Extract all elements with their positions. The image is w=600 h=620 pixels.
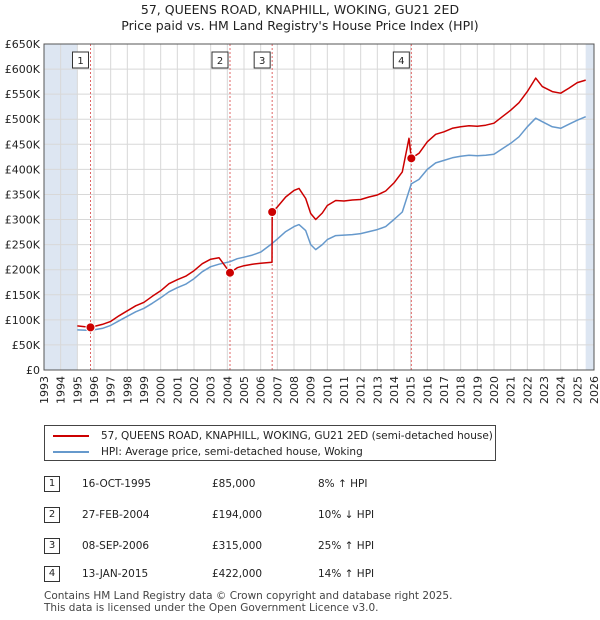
x-tick-label: 2012 — [355, 376, 368, 404]
x-tick-label: 2023 — [538, 376, 551, 404]
shade-after-data — [585, 44, 594, 370]
x-tick-label: 2010 — [321, 376, 334, 404]
transaction-price: £422,000 — [212, 568, 263, 580]
x-tick-label: 2021 — [505, 376, 518, 404]
transaction-hpi-diff: 14% ↑ HPI — [318, 568, 375, 580]
transaction-date: 27-FEB-2004 — [82, 509, 150, 521]
x-tick-label: 2011 — [338, 376, 351, 404]
transaction-badge: 3 — [44, 538, 60, 554]
x-tick-label: 2026 — [588, 376, 600, 404]
transaction-price: £85,000 — [212, 478, 256, 490]
y-tick-label: £350K — [5, 188, 41, 201]
sale-point — [85, 322, 96, 333]
property-price-line — [77, 77, 586, 329]
marker-box — [392, 51, 410, 69]
transaction-badge: 2 — [44, 507, 60, 523]
marker-label: 3 — [259, 56, 265, 67]
x-tick-label: 2000 — [155, 376, 168, 404]
x-tick-label: 2001 — [171, 376, 184, 404]
x-tick-label: 2004 — [221, 376, 234, 404]
marker-box — [253, 51, 271, 69]
x-tick-label: 2009 — [305, 376, 318, 404]
legend-item-property: 57, QUEENS ROAD, KNAPHILL, WOKING, GU21 … — [53, 428, 493, 444]
table-row: 1 16-OCT-1995 £85,000 8% ↑ HPI — [0, 476, 600, 492]
transaction-hpi-diff: 8% ↑ HPI — [318, 478, 368, 490]
marker-box — [211, 51, 229, 69]
x-tick-label: 2013 — [371, 376, 384, 404]
y-tick-label: £200K — [5, 264, 41, 277]
table-row: 3 08-SEP-2006 £315,000 25% ↑ HPI — [0, 538, 600, 554]
x-tick-label: 2020 — [488, 376, 501, 404]
transaction-date: 08-SEP-2006 — [82, 540, 150, 552]
x-tick-label: 1996 — [88, 376, 101, 404]
y-tick-label: £0 — [26, 364, 40, 377]
y-tick-label: £50K — [12, 339, 41, 352]
x-tick-label: 2007 — [271, 376, 284, 404]
x-tick-label: 1994 — [55, 376, 68, 404]
x-tick-label: 1995 — [71, 376, 84, 404]
transaction-price: £315,000 — [212, 540, 263, 552]
x-tick-label: 2014 — [388, 376, 401, 404]
y-tick-label: £400K — [5, 163, 41, 176]
marker-label: 2 — [217, 56, 223, 67]
x-tick-label: 1997 — [105, 376, 118, 404]
y-tick-label: £450K — [5, 138, 41, 151]
legend-item-hpi: HPI: Average price, semi-detached house,… — [53, 444, 363, 460]
x-tick-label: 1993 — [38, 376, 51, 404]
price-chart: £0 £50K £100K £150K £200K £250K £300K £350K £400… — [5, 38, 600, 404]
x-tick-label: 2017 — [438, 376, 451, 404]
y-tick-label: £250K — [5, 239, 41, 252]
footer-copyright: Contains HM Land Registry data © Crown c… — [44, 590, 453, 602]
legend-swatch-hpi — [53, 451, 89, 453]
table-row: 2 27-FEB-2004 £194,000 10% ↓ HPI — [0, 507, 600, 523]
x-tick-label: 2003 — [205, 376, 218, 404]
hpi-line — [77, 116, 586, 332]
plot-area — [44, 44, 594, 370]
y-tick-label: £100K — [5, 314, 41, 327]
y-tick-label: £650K — [5, 38, 41, 51]
legend: 57, QUEENS ROAD, KNAPHILL, WOKING, GU21 … — [44, 425, 496, 461]
x-tick-label: 2025 — [571, 376, 584, 404]
y-tick-label: £550K — [5, 88, 41, 101]
x-tick-label: 2018 — [455, 376, 468, 404]
table-row: 4 13-JAN-2015 £422,000 14% ↑ HPI — [0, 566, 600, 582]
transaction-price: £194,000 — [212, 509, 263, 521]
sale-point — [406, 153, 417, 164]
transaction-hpi-diff: 10% ↓ HPI — [318, 509, 375, 521]
marker-label: 1 — [77, 56, 83, 67]
x-tick-label: 2019 — [471, 376, 484, 404]
transaction-badge: 4 — [44, 566, 60, 582]
legend-label-property: 57, QUEENS ROAD, KNAPHILL, WOKING, GU21 … — [101, 430, 493, 442]
x-tick-label: 2022 — [521, 376, 534, 404]
x-tick-label: 2002 — [188, 376, 201, 404]
x-tick-label: 2008 — [288, 376, 301, 404]
x-tick-label: 2006 — [255, 376, 268, 404]
x-tick-label: 1998 — [121, 376, 134, 404]
legend-label-hpi: HPI: Average price, semi-detached house,… — [101, 446, 363, 458]
x-tick-label: 2015 — [405, 376, 418, 404]
x-tick-label: 1999 — [138, 376, 151, 404]
transaction-date: 16-OCT-1995 — [82, 478, 151, 490]
legend-swatch-property — [53, 435, 89, 437]
x-tick-label: 2016 — [421, 376, 434, 404]
sale-point — [267, 207, 278, 218]
chart-subtitle: Price paid vs. HM Land Registry's House … — [121, 18, 479, 33]
transaction-date: 13-JAN-2015 — [82, 568, 149, 580]
marker-box — [72, 51, 89, 69]
transaction-hpi-diff: 25% ↑ HPI — [318, 540, 375, 552]
y-tick-label: £150K — [5, 289, 41, 302]
transaction-badge: 1 — [44, 476, 60, 492]
plot-frame — [43, 43, 595, 371]
y-tick-label: £300K — [5, 214, 41, 227]
sale-point — [225, 267, 235, 278]
y-tick-label: £600K — [5, 63, 41, 76]
y-tick-label: £500K — [5, 113, 41, 126]
chart-title: 57, QUEENS ROAD, KNAPHILL, WOKING, GU21 … — [140, 2, 460, 17]
marker-label: 4 — [398, 56, 404, 67]
footer-licence: This data is licensed under the Open Gov… — [44, 602, 379, 614]
x-tick-label: 2005 — [238, 376, 251, 404]
x-tick-label: 2024 — [555, 376, 568, 404]
